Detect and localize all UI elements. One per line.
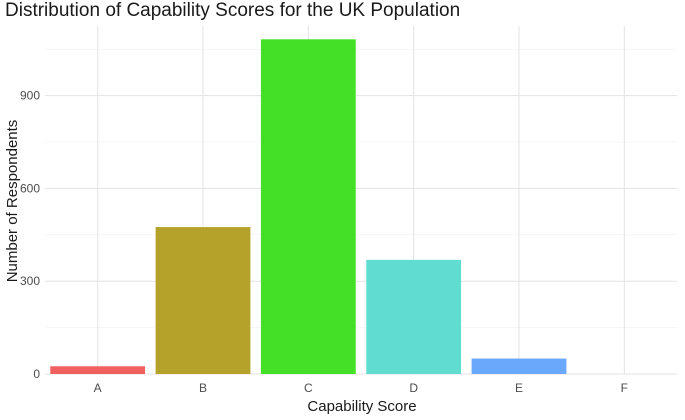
bar-b — [155, 227, 251, 374]
x-axis-ticks: A B C D E F — [94, 381, 628, 395]
x-tick-label: B — [199, 381, 207, 395]
grid-lines — [45, 26, 677, 375]
x-axis-title: Capability Score — [307, 398, 416, 415]
y-axis-title: Number of Respondents — [4, 120, 21, 283]
bar-e — [471, 358, 567, 374]
bar-c — [260, 39, 356, 375]
y-tick-label: 900 — [20, 89, 40, 103]
y-axis-ticks: 0 300 600 900 — [20, 89, 40, 381]
bar-d — [366, 259, 462, 374]
y-tick-label: 600 — [20, 181, 40, 195]
bar-a — [50, 366, 146, 374]
x-tick-label: C — [304, 381, 313, 395]
chart-title: Distribution of Capability Scores for th… — [5, 0, 461, 21]
bars — [50, 39, 567, 375]
x-tick-label: D — [409, 381, 418, 395]
x-tick-label: A — [94, 381, 102, 395]
y-tick-label: 0 — [33, 367, 40, 381]
y-tick-label: 300 — [20, 274, 40, 288]
x-tick-label: E — [515, 381, 523, 395]
x-tick-label: F — [621, 381, 628, 395]
